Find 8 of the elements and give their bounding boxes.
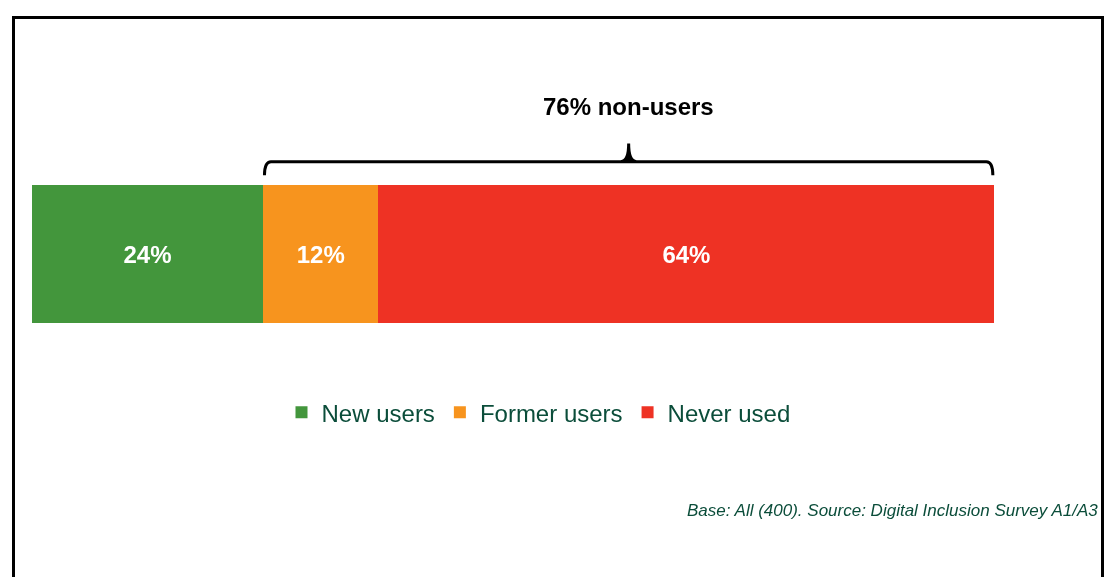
text: Base: All (400). Source: Digital Inclusion Survey A1/A3	[687, 501, 1099, 520]
legend-label: New users	[321, 399, 435, 427]
legend-label: Former users	[479, 399, 623, 427]
legend-label: Never used	[667, 399, 791, 427]
data-label: 12%	[296, 240, 345, 268]
data-label: 24%	[123, 240, 172, 268]
data-label: 64%	[662, 240, 711, 268]
text: 76% non-users	[543, 93, 714, 120]
